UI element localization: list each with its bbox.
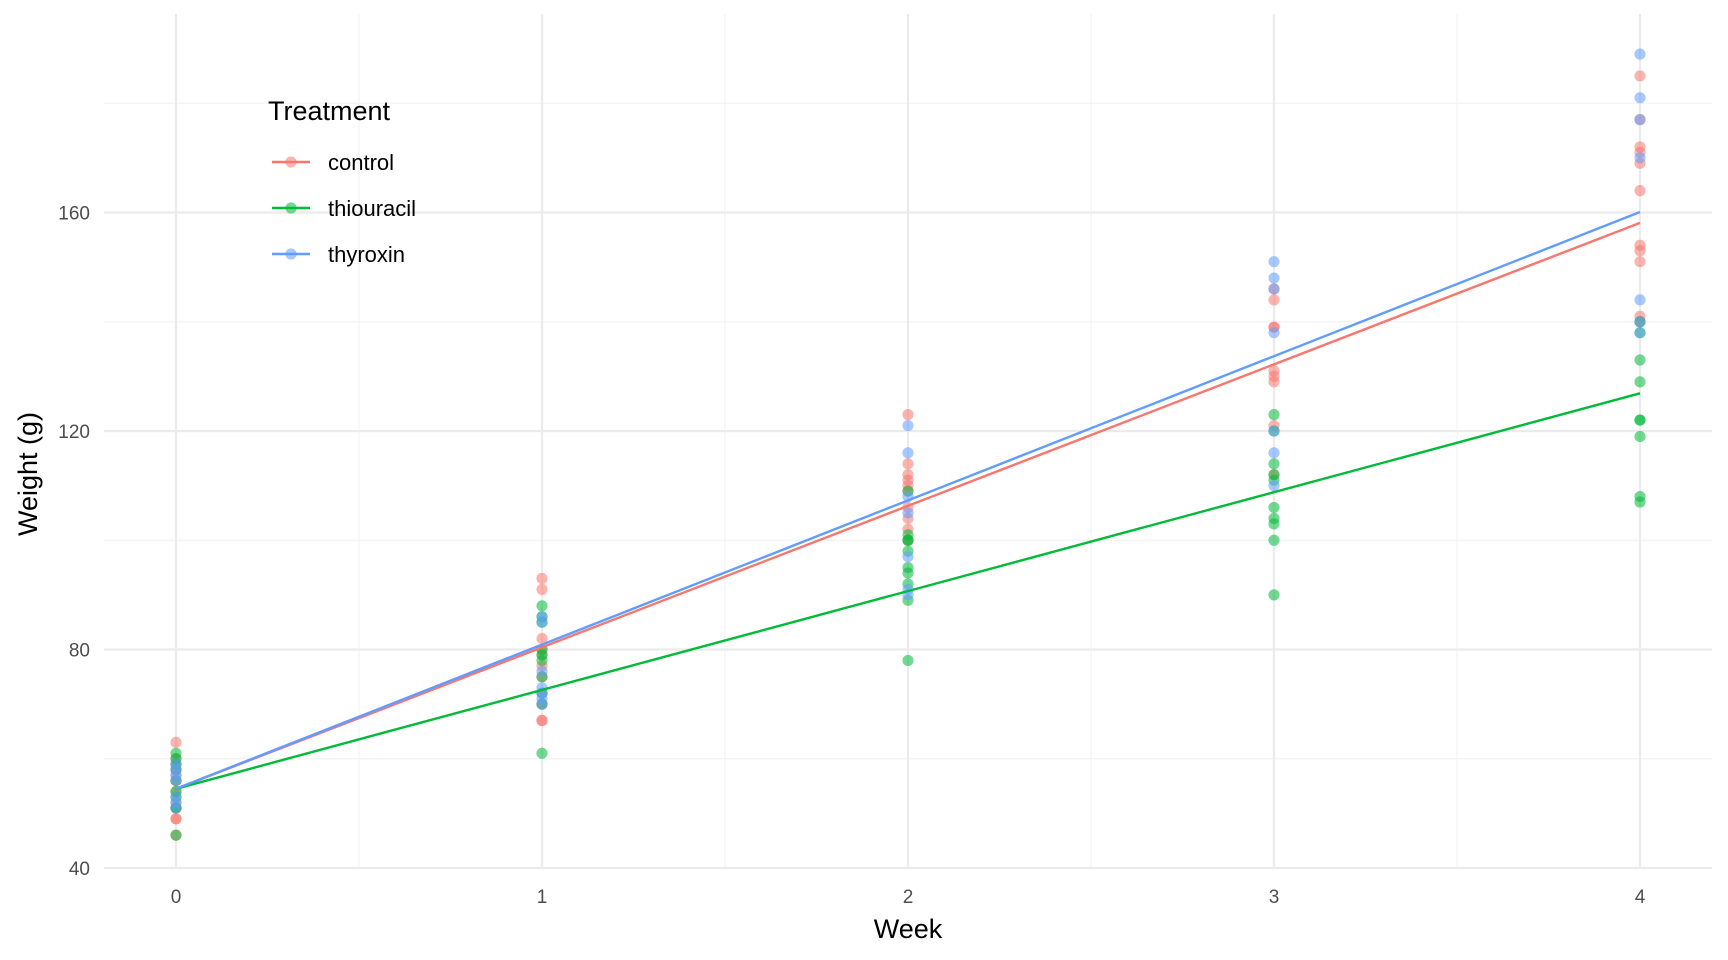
x-tick-labels: 0 1 2 3 4 — [171, 887, 1646, 908]
major-gridlines — [104, 14, 1712, 870]
data-point-thyroxin — [1634, 327, 1646, 339]
data-point-thyroxin — [1268, 425, 1280, 437]
data-point-thyroxin — [1634, 316, 1646, 328]
data-point-control — [1268, 294, 1280, 306]
data-point-thiouracil — [1268, 501, 1280, 514]
data-point-control — [170, 736, 182, 748]
data-point-control — [902, 458, 914, 470]
data-point-thyroxin — [1268, 447, 1280, 459]
data-point-thyroxin — [536, 698, 548, 710]
data-point-thiouracil — [1634, 376, 1646, 388]
data-point-control — [1634, 256, 1646, 268]
data-point-thiouracil — [902, 534, 914, 546]
fit-lines — [175, 210, 1641, 790]
data-point-thyroxin — [1268, 480, 1280, 492]
data-point-control — [536, 583, 548, 596]
data-point-thiouracil — [1268, 518, 1280, 530]
data-point-control — [536, 714, 548, 727]
data-point-thiouracil — [902, 654, 914, 667]
x-tick-label: 3 — [1269, 887, 1280, 908]
legend: Treatment control thiouracil thyroxin — [268, 96, 416, 267]
x-tick-label: 0 — [171, 887, 182, 908]
data-point-thiouracil — [170, 829, 182, 841]
data-point-thiouracil — [1634, 496, 1646, 508]
data-point-thyroxin — [902, 551, 914, 563]
x-tick-label: 2 — [903, 887, 914, 908]
data-point-thiouracil — [1634, 430, 1646, 443]
data-point-thyroxin — [536, 665, 548, 677]
data-point-control — [1634, 245, 1646, 257]
data-point-thiouracil — [1268, 409, 1280, 421]
data-point-thyroxin — [170, 775, 182, 787]
data-point-thyroxin — [1634, 152, 1646, 164]
data-point-thiouracil — [536, 654, 548, 667]
data-point-thyroxin — [1268, 256, 1280, 268]
fit-line-control — [175, 221, 1641, 790]
legend-key-point-thyroxin — [285, 248, 297, 260]
data-point-thiouracil — [536, 600, 548, 612]
data-point-control — [536, 632, 548, 645]
data-point-thiouracil — [1634, 414, 1646, 426]
x-tick-label: 4 — [1635, 887, 1646, 908]
data-point-thyroxin — [1268, 272, 1280, 284]
data-point-control — [1634, 185, 1646, 197]
data-point-control — [1634, 70, 1646, 82]
data-point-thiouracil — [1268, 589, 1280, 601]
data-point-thyroxin — [902, 419, 914, 432]
legend-title: Treatment — [268, 96, 391, 126]
data-point-thiouracil — [902, 567, 914, 579]
data-point-thiouracil — [1634, 354, 1646, 366]
data-point-thyroxin — [902, 507, 914, 519]
data-points — [170, 48, 1646, 841]
legend-label-thiouracil: thiouracil — [328, 196, 416, 221]
data-point-control — [902, 409, 914, 421]
y-tick-label: 160 — [58, 204, 90, 225]
data-point-control — [536, 572, 548, 585]
data-point-thyroxin — [1268, 283, 1280, 295]
legend-key-point-control — [285, 156, 297, 168]
legend-key-point-thiouracil — [285, 202, 297, 214]
data-point-thyroxin — [1634, 92, 1646, 104]
legend-label-thyroxin: thyroxin — [328, 242, 405, 267]
data-point-thiouracil — [1268, 458, 1280, 470]
x-tick-label: 1 — [537, 887, 548, 908]
x-axis-title: Week — [874, 914, 943, 944]
data-point-thyroxin — [1634, 294, 1646, 306]
fit-line-thyroxin — [175, 210, 1641, 790]
data-point-thyroxin — [1268, 327, 1280, 339]
fit-line-thiouracil — [175, 392, 1641, 790]
y-tick-label: 80 — [69, 641, 90, 662]
data-point-thyroxin — [1634, 48, 1646, 60]
y-axis-title: Weight (g) — [13, 412, 43, 536]
data-point-thyroxin — [1634, 114, 1646, 126]
data-point-thyroxin — [536, 616, 548, 628]
data-point-thyroxin — [170, 802, 182, 814]
data-point-thyroxin — [902, 447, 914, 459]
legend-label-control: control — [328, 150, 394, 175]
y-tick-labels: 40 80 120 160 — [58, 204, 90, 881]
data-point-thiouracil — [536, 747, 548, 759]
data-point-control — [1268, 376, 1280, 388]
y-tick-label: 120 — [58, 422, 90, 443]
data-point-control — [170, 813, 182, 825]
data-point-thiouracil — [1268, 534, 1280, 546]
y-tick-label: 40 — [69, 859, 90, 880]
